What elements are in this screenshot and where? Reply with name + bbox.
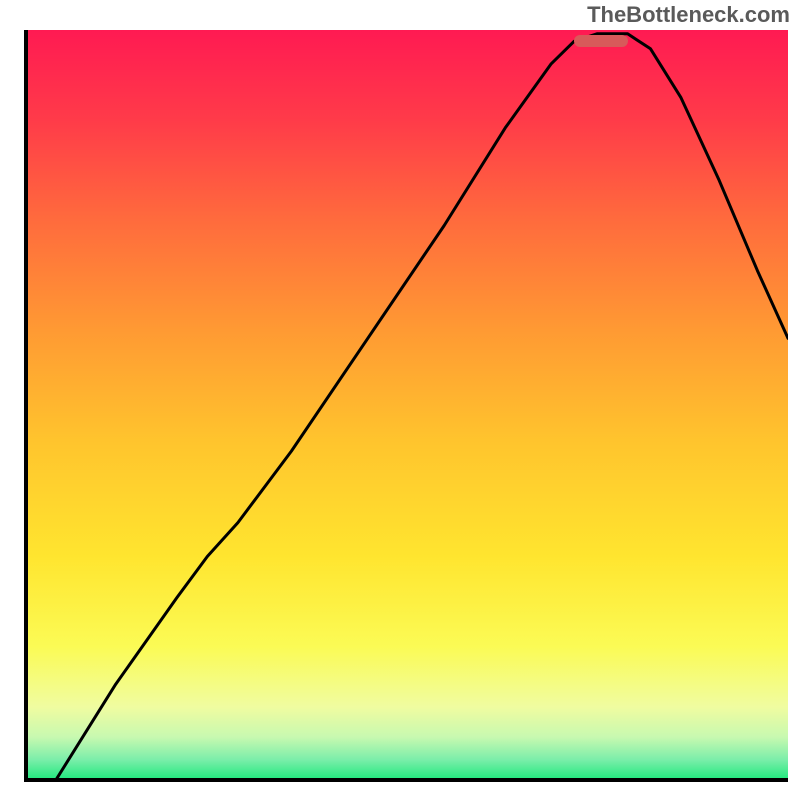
performance-curve — [55, 34, 788, 782]
bottleneck-chart: TheBottleneck.com — [0, 0, 800, 800]
watermark-text: TheBottleneck.com — [587, 2, 790, 28]
plot-area — [24, 30, 788, 782]
curve-layer — [24, 30, 788, 782]
optimal-marker — [574, 35, 627, 47]
